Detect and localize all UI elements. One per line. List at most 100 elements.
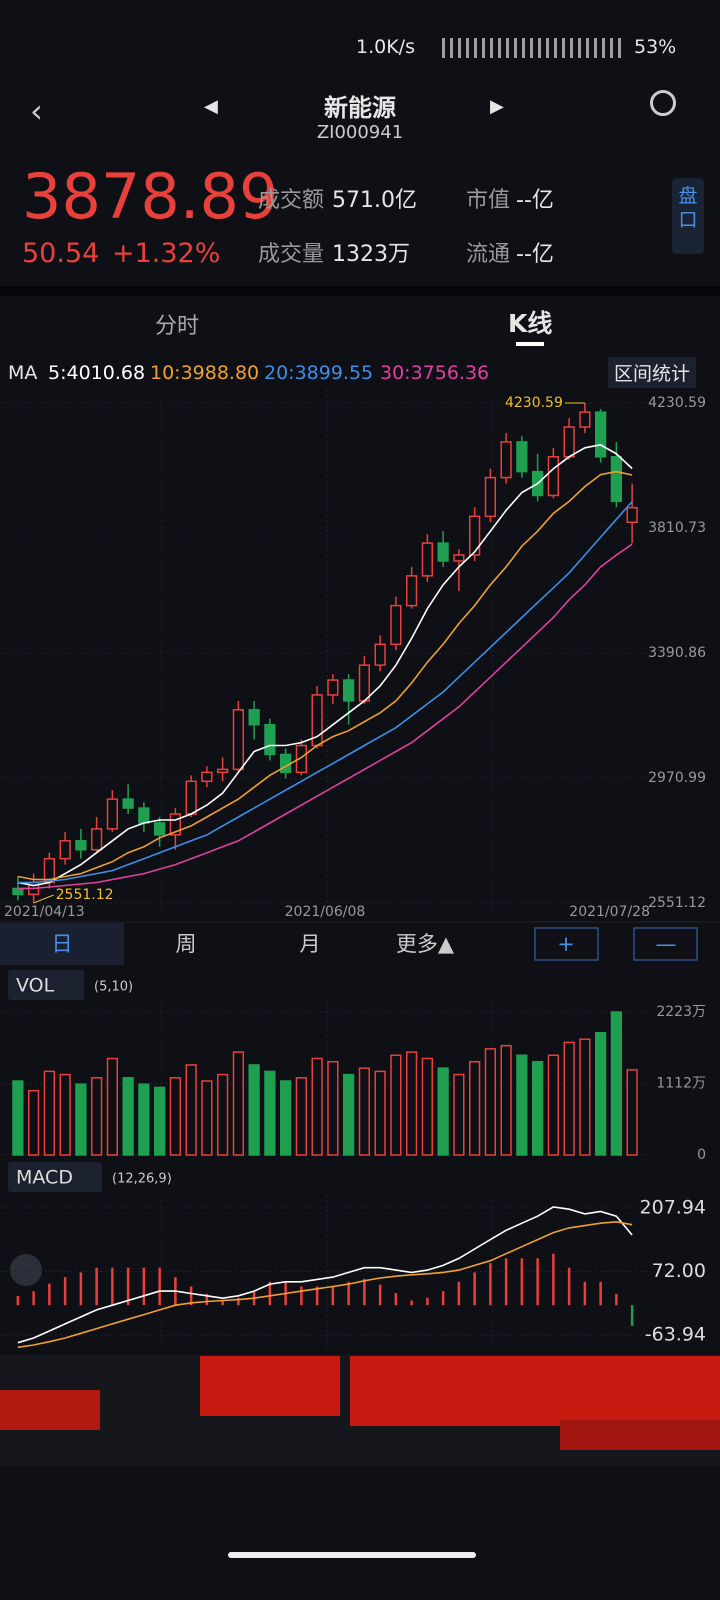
- panel-params: (5,10): [94, 980, 133, 995]
- volume-bar: [405, 1051, 418, 1156]
- annotation-line: [33, 894, 54, 904]
- candle-body: [390, 604, 402, 646]
- volume-bar: [106, 1057, 119, 1156]
- candle-body: [264, 723, 276, 756]
- zoom-out-button[interactable]: [633, 927, 698, 961]
- status-icons: [442, 38, 624, 58]
- volume-bar: [185, 1064, 197, 1156]
- period-tab[interactable]: 更多▲: [396, 932, 455, 956]
- side-button[interactable]: 盘口: [672, 178, 704, 254]
- next-button[interactable]: ▶: [490, 96, 504, 117]
- vol-selector[interactable]: [8, 970, 84, 1000]
- period-tab[interactable]: +: [557, 932, 575, 956]
- stat-value: 571.0亿: [332, 188, 417, 213]
- candle-body: [122, 798, 134, 809]
- volume-bar: [594, 1032, 607, 1156]
- period-tab[interactable]: —: [656, 932, 677, 956]
- volume-bar: [232, 1051, 245, 1156]
- candle-body: [59, 840, 71, 860]
- y-tick-label: 3810.73: [648, 520, 706, 536]
- candle-body: [547, 456, 560, 497]
- volume-bar: [90, 1077, 103, 1156]
- stat-label: 成交额: [258, 188, 325, 213]
- volume-bar: [500, 1044, 512, 1156]
- volume-bar: [327, 1060, 339, 1156]
- volume-bar: [295, 1077, 308, 1156]
- volume-bar: [390, 1054, 402, 1156]
- battery: 53%: [634, 36, 677, 58]
- y-tick-label: 0: [697, 1147, 706, 1163]
- x-tick-label: 2021/06/08: [285, 904, 366, 920]
- candle-body: [421, 542, 434, 577]
- y-tick-label: 2970.99: [648, 770, 706, 786]
- candle-body: [563, 426, 575, 458]
- candle-body: [232, 709, 245, 771]
- tab-indicator: [516, 342, 544, 346]
- ma-item: 5:4010.68: [48, 362, 146, 384]
- volume-bar: [437, 1067, 449, 1156]
- volume-bar: [122, 1077, 134, 1156]
- volume-bar: [27, 1089, 40, 1156]
- macd-selector[interactable]: [8, 1162, 102, 1192]
- volume-bar: [248, 1064, 260, 1156]
- candle-body: [90, 828, 103, 851]
- ma-line: [17, 470, 633, 881]
- macd-line: [17, 1220, 633, 1349]
- change-pct: +1.32%: [112, 238, 221, 269]
- candle-body: [201, 771, 213, 783]
- volume-bar: [358, 1067, 371, 1156]
- ma-line: [17, 543, 633, 890]
- header-code: ZI000941: [316, 122, 404, 143]
- candle-body: [295, 744, 308, 774]
- tab-active[interactable]: K线: [508, 309, 553, 338]
- candle-body: [12, 887, 24, 896]
- candle-body: [374, 643, 386, 666]
- volume-bar: [516, 1054, 528, 1156]
- period-tab[interactable]: 周: [176, 932, 197, 956]
- y-tick-label: 1112万: [656, 1075, 706, 1091]
- volume-bar: [610, 1011, 623, 1156]
- ma-line: [17, 501, 633, 884]
- candle-body: [153, 822, 166, 836]
- panel-label: VOL: [16, 975, 55, 997]
- period-tab[interactable]: 月: [300, 932, 321, 956]
- volume-bar: [264, 1070, 276, 1156]
- home-indicator: [228, 1552, 476, 1558]
- search-button[interactable]: [650, 90, 676, 116]
- stat-label: 成交量: [258, 242, 325, 267]
- candle-body: [610, 456, 623, 503]
- zoom-in-button[interactable]: [534, 927, 599, 961]
- y-tick-label: 2551.12: [648, 895, 706, 911]
- expand-button[interactable]: [10, 1254, 42, 1286]
- volume-bar: [374, 1070, 386, 1156]
- volume-bar: [138, 1083, 150, 1156]
- candle-body: [138, 807, 150, 824]
- ma-item: 30:3756.36: [380, 362, 490, 384]
- volume-bar: [12, 1080, 24, 1156]
- candle-body: [75, 840, 87, 851]
- candle-body: [342, 679, 355, 702]
- candle-body: [106, 798, 119, 830]
- tab[interactable]: 分时: [155, 314, 200, 339]
- stat-label: 市值: [466, 188, 511, 213]
- prev-button[interactable]: ◀: [204, 96, 218, 117]
- y-tick-label: 3390.86: [648, 645, 706, 661]
- candle-body: [579, 411, 591, 428]
- volume-bar: [579, 1038, 591, 1156]
- macd-line: [17, 1206, 633, 1344]
- volume-bar: [453, 1073, 465, 1156]
- back-button[interactable]: ‹: [30, 92, 43, 130]
- volume-bar: [59, 1073, 71, 1156]
- range-stat-button[interactable]: 区间统计: [608, 357, 697, 388]
- volume-bar: [342, 1073, 355, 1156]
- panel-params: (12,26,9): [112, 1172, 172, 1187]
- volume-bar: [531, 1060, 544, 1156]
- volume-bar: [43, 1070, 56, 1156]
- candle-body: [327, 679, 339, 696]
- period-tab[interactable]: 日: [52, 932, 73, 956]
- candle-body: [405, 575, 418, 607]
- candle-body: [453, 554, 465, 562]
- change: 50.54: [22, 238, 100, 269]
